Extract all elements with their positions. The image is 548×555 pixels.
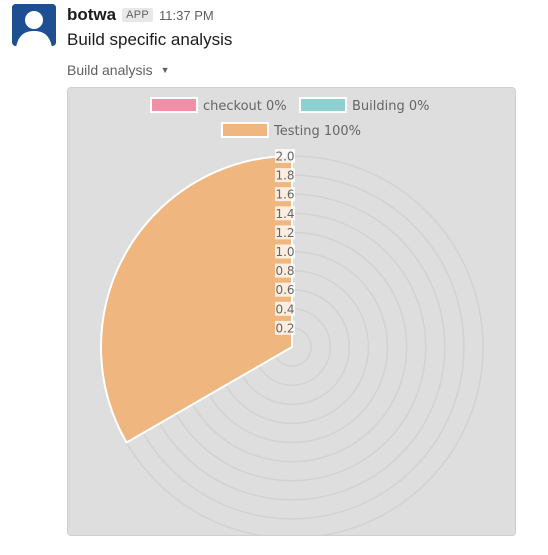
- attachment-title: Build analysis: [67, 62, 153, 78]
- legend-item-2[interactable]: Testing 100%: [221, 122, 361, 139]
- tick-1.4: 1.4: [275, 206, 295, 221]
- tick-label: 0.2: [275, 321, 294, 335]
- tick-label: 2.0: [275, 150, 294, 164]
- tick-label: 1.6: [275, 188, 294, 202]
- user-avatar-icon: [12, 4, 56, 46]
- tick-backdrop: [275, 168, 295, 183]
- legend-label: checkout 0%: [203, 99, 287, 114]
- tick-0.8: 0.8: [275, 263, 295, 278]
- tick-label: 1.8: [275, 169, 294, 183]
- legend-item-1[interactable]: Building 0%: [299, 97, 430, 114]
- tick-2.0: 2.0: [275, 149, 295, 164]
- polar-area-chart: checkout 0% Building 0%Testing 100% 0.20.…: [100, 97, 484, 535]
- tick-backdrop: [275, 320, 295, 335]
- avatar[interactable]: [12, 4, 56, 46]
- tick-label: 0.8: [275, 264, 294, 278]
- chart-container: checkout 0% Building 0% Testing 100% 0.2 0.…: [67, 87, 516, 536]
- tick-backdrop: [275, 206, 295, 221]
- tick-1.2: 1.2: [275, 225, 295, 240]
- tick-backdrop: [275, 149, 295, 163]
- tick-backdrop: [275, 282, 295, 297]
- legend-item-0[interactable]: checkout 0%: [150, 97, 287, 114]
- chart-arcs: [100, 154, 293, 444]
- chart-ticks: 0.2 0.4 0.6 0.8 1.0 1.2 1.4 1.6 1.8 2.0: [275, 149, 295, 335]
- tick-label: 1.2: [275, 226, 294, 240]
- message-text: Build specific analysis: [67, 30, 233, 49]
- sender-name[interactable]: botwa: [67, 5, 117, 24]
- tick-1.0: 1.0: [275, 244, 295, 259]
- tick-0.4: 0.4: [275, 301, 295, 316]
- tick-backdrop: [275, 187, 295, 202]
- legend-swatch: [221, 122, 269, 138]
- caret-down-icon: ▼: [160, 65, 170, 75]
- tick-label: 0.4: [275, 302, 294, 316]
- tick-backdrop: [275, 225, 295, 240]
- app-badge: APP: [122, 8, 154, 22]
- legend-swatch: [299, 97, 347, 113]
- tick-1.8: 1.8: [275, 168, 295, 183]
- tick-backdrop: [275, 244, 295, 259]
- legend-label: Building 0%: [352, 99, 430, 114]
- tick-0.6: 0.6: [275, 282, 295, 297]
- attachment-toggle[interactable]: Build analysis ▼: [67, 62, 170, 78]
- tick-label: 1.0: [275, 245, 294, 259]
- tick-0.2: 0.2: [275, 320, 295, 335]
- timestamp[interactable]: 11:37 PM: [159, 7, 214, 23]
- tick-backdrop: [275, 301, 295, 316]
- chart-legend: checkout 0% Building 0% Testing 100%: [150, 97, 430, 139]
- tick-backdrop: [275, 263, 295, 278]
- tick-label: 0.6: [275, 283, 294, 297]
- tick-1.6: 1.6: [275, 187, 295, 202]
- tick-label: 1.4: [275, 207, 294, 221]
- legend-label: Testing 100%: [273, 124, 361, 139]
- message-header: botwa APP 11:37 PM: [67, 4, 214, 26]
- legend-swatch: [150, 97, 198, 113]
- arc-2[interactable]: [100, 154, 293, 444]
